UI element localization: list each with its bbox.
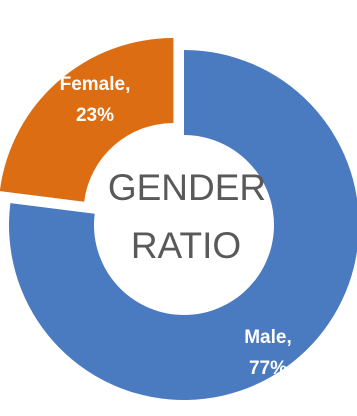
labels-layer: Male, 77% Female, 23% <box>60 74 292 379</box>
slice-female <box>0 37 174 202</box>
center-title-line-1: GENDER <box>108 167 266 208</box>
slices-layer <box>0 37 357 400</box>
data-label-male-percent: 77% <box>249 358 287 379</box>
data-label-male-name: Male, <box>244 327 292 348</box>
data-label-female-name: Female, <box>60 74 131 95</box>
data-label-female-percent: 23% <box>76 105 114 126</box>
slice-male <box>9 50 357 400</box>
center-title-line-2: RATIO <box>131 225 241 266</box>
